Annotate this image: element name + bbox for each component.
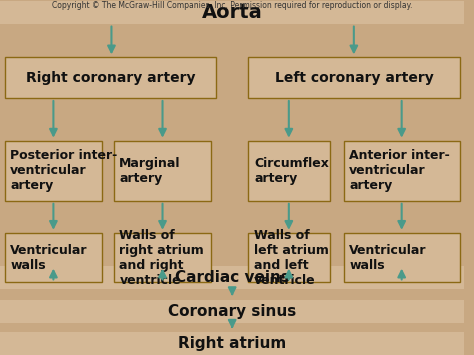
Text: Ventricular
walls: Ventricular walls	[349, 244, 427, 272]
FancyBboxPatch shape	[114, 233, 211, 282]
Text: Circumflex
artery: Circumflex artery	[254, 157, 329, 185]
FancyBboxPatch shape	[344, 233, 460, 282]
FancyBboxPatch shape	[0, 1, 465, 24]
Text: Coronary sinus: Coronary sinus	[168, 304, 296, 319]
Text: Right coronary artery: Right coronary artery	[26, 71, 195, 85]
FancyBboxPatch shape	[248, 233, 330, 282]
FancyBboxPatch shape	[5, 141, 102, 201]
FancyBboxPatch shape	[114, 141, 211, 201]
Text: Walls of
right atrium
and right
ventricle: Walls of right atrium and right ventricl…	[119, 229, 204, 286]
FancyBboxPatch shape	[5, 57, 216, 98]
Text: Left coronary artery: Left coronary artery	[275, 71, 433, 85]
FancyBboxPatch shape	[0, 332, 465, 355]
Text: Cardiac veins: Cardiac veins	[175, 271, 290, 285]
Text: Copyright © The McGraw-Hill Companies, Inc. Permission required for reproduction: Copyright © The McGraw-Hill Companies, I…	[52, 1, 412, 10]
Text: Posterior inter-
ventricular
artery: Posterior inter- ventricular artery	[10, 149, 118, 192]
FancyBboxPatch shape	[0, 300, 465, 323]
Text: Right atrium: Right atrium	[178, 336, 286, 351]
Text: Marginal
artery: Marginal artery	[119, 157, 181, 185]
Text: Anterior inter-
ventricular
artery: Anterior inter- ventricular artery	[349, 149, 450, 192]
FancyBboxPatch shape	[344, 141, 460, 201]
FancyBboxPatch shape	[248, 57, 460, 98]
FancyBboxPatch shape	[248, 141, 330, 201]
Text: Walls of
left atrium
and left
ventricle: Walls of left atrium and left ventricle	[254, 229, 329, 286]
Text: Ventricular
walls: Ventricular walls	[10, 244, 88, 272]
FancyBboxPatch shape	[5, 233, 102, 282]
Text: Aorta: Aorta	[202, 2, 263, 22]
FancyBboxPatch shape	[0, 266, 465, 289]
